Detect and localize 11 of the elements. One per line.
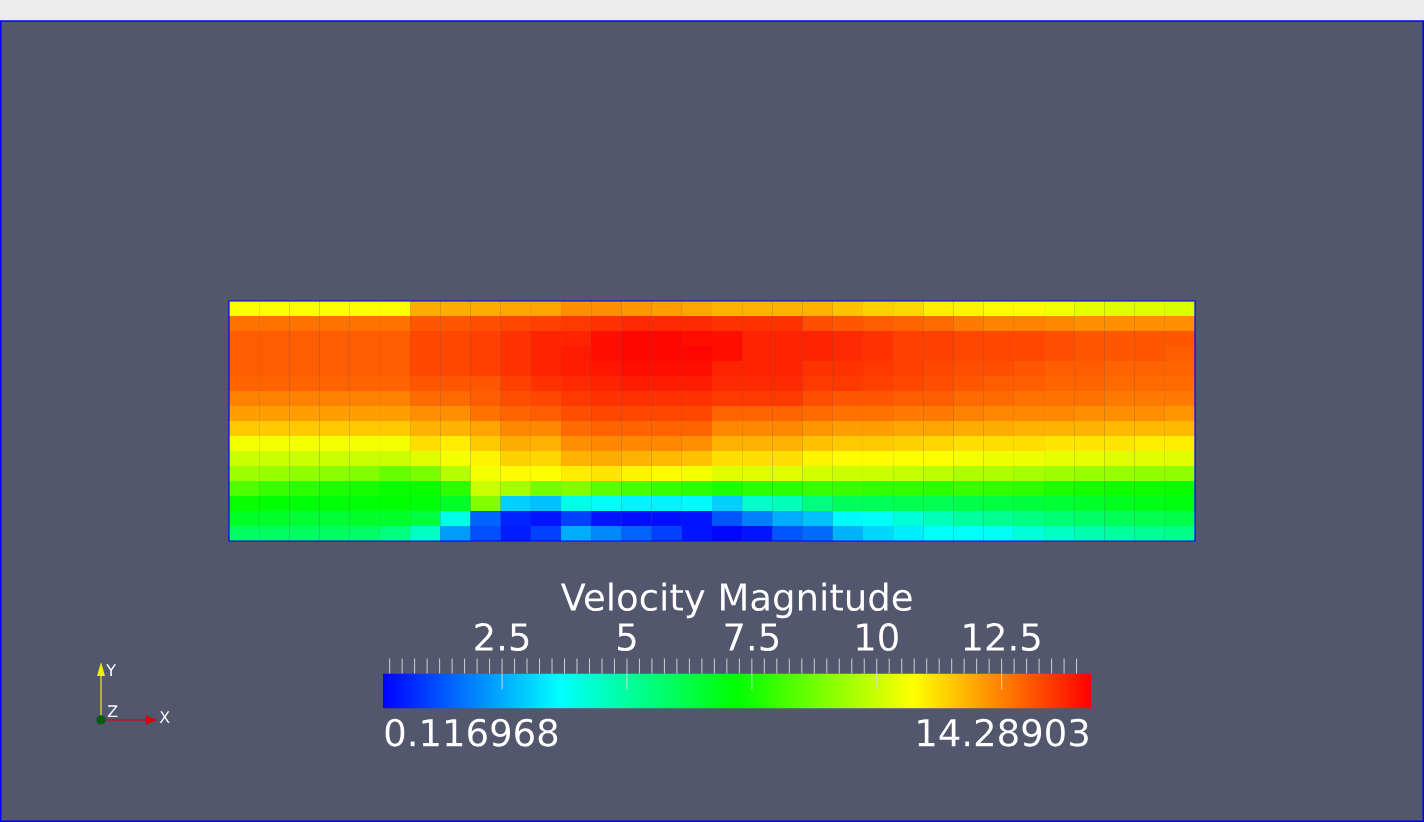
color-bar-label: 5: [618, 623, 636, 652]
color-bar-title: Velocity Magnitude: [560, 582, 912, 619]
color-bar-label: 10: [857, 623, 898, 652]
text: 0.116968: [385, 718, 558, 747]
color-bar-label: 12.5: [964, 623, 1040, 652]
text: Z: [107, 705, 118, 717]
text: Y: [106, 664, 117, 676]
color-bar-label: 2.5: [475, 623, 529, 652]
text: X: [159, 711, 170, 723]
color-bar-label: 7.5: [725, 623, 779, 652]
text: 14.28903: [918, 718, 1088, 747]
